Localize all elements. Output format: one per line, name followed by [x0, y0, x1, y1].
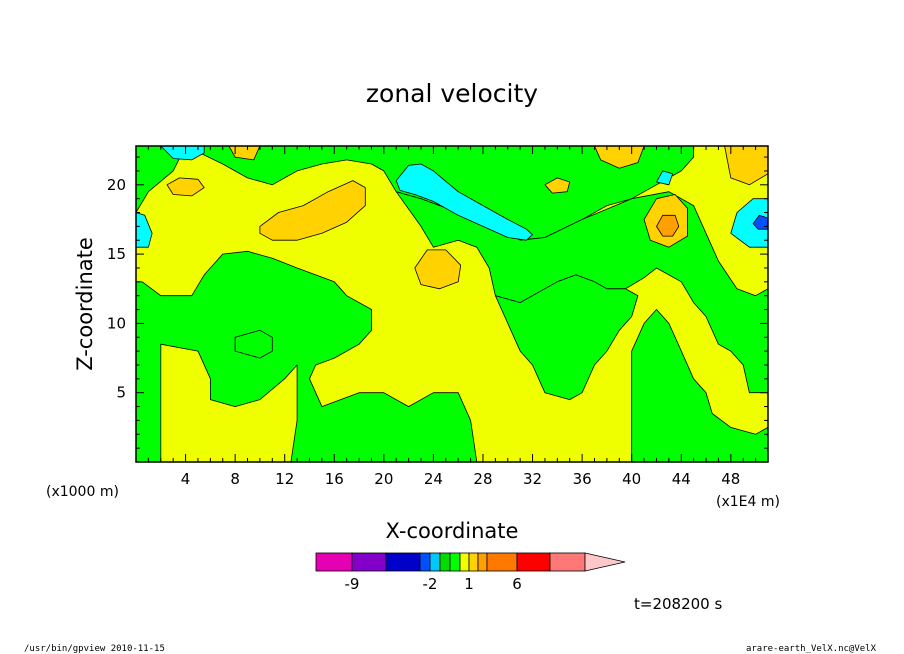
- contour-region-cyan: [395, 163, 533, 241]
- contour-region-cyan: [730, 198, 768, 248]
- x-axis: 4 8 12 16 20 24 28 32 36 40 44 48: [147, 146, 757, 488]
- x-tick-label: 4: [181, 470, 191, 488]
- plot-frame: [135, 145, 769, 463]
- x-tick-label: 24: [424, 470, 443, 488]
- x-tick-label: 20: [374, 470, 393, 488]
- contour-region-green: [494, 274, 639, 401]
- y-axis-label: Z-coordinate: [73, 237, 97, 371]
- y-tick-label: 15: [107, 245, 126, 263]
- contour-region-blue: [752, 214, 768, 230]
- colorbar-swatch: [419, 552, 431, 572]
- contour-regions: [136, 146, 768, 462]
- colorbar-swatch: [439, 552, 451, 572]
- colorbar-swatch: [459, 552, 470, 572]
- x-tick-label: 32: [523, 470, 542, 488]
- y-tick-label: 5: [116, 384, 126, 402]
- contour-region-orange: [724, 146, 768, 186]
- x-tick-label: 48: [721, 470, 740, 488]
- y-axis: 5 10 15 20: [107, 156, 768, 449]
- chart-title: zonal velocity: [366, 79, 538, 108]
- colorbar-label: -2: [423, 575, 438, 593]
- contour-region-dark-orange: [656, 214, 680, 237]
- x-unit-label: (x1E4 m): [716, 494, 780, 510]
- x-tick-label: 40: [622, 470, 641, 488]
- footer-left: /usr/bin/gpview 2010-11-15: [24, 644, 165, 654]
- colorbar-swatch: [468, 552, 479, 572]
- colorbar-swatch: [516, 552, 551, 572]
- x-tick-label: 28: [473, 470, 492, 488]
- contour-region-green: [631, 309, 768, 462]
- colorbar-swatch: [549, 552, 586, 572]
- colorbar-label: -9: [345, 575, 360, 593]
- colorbar-swatch: [351, 552, 387, 572]
- y-unit-label: (x1000 m): [46, 484, 119, 500]
- colorbar-label: 1: [464, 575, 474, 593]
- contour-region-orange: [166, 177, 205, 197]
- y-tick-label: 20: [107, 176, 126, 194]
- contour-region-cyan: [136, 212, 153, 248]
- contour-region-orange: [544, 177, 571, 194]
- x-tick-label: 44: [672, 470, 691, 488]
- colorbar-swatch: [486, 552, 518, 572]
- colorbar-swatch: [429, 552, 441, 572]
- colorbar-swatch: [385, 552, 421, 572]
- contour-region-cyan: [160, 146, 205, 161]
- footer-right: arare-earth_VelX.nc@VelX: [746, 644, 877, 654]
- colorbar-swatch: [315, 552, 353, 572]
- colorbar-swatch: [477, 552, 488, 572]
- x-tick-label: 16: [325, 470, 344, 488]
- colorbar-arrow: [584, 552, 626, 572]
- x-tick-label: 12: [275, 470, 294, 488]
- contour-region-orange: [259, 180, 366, 241]
- x-axis-label: X-coordinate: [386, 519, 519, 543]
- time-label: t=208200 s: [634, 595, 722, 613]
- contour-region-green: [136, 146, 478, 462]
- x-tick-label: 8: [230, 470, 240, 488]
- contour-region-orange: [228, 146, 261, 161]
- contour-region-green: [234, 329, 273, 359]
- colorbar-swatch: [449, 552, 461, 572]
- y-tick-label: 10: [107, 314, 126, 332]
- colorbar-label: 6: [512, 575, 522, 593]
- contour-region-cyan: [656, 170, 673, 186]
- x-tick-label: 36: [573, 470, 592, 488]
- colorbar: -9 -2 1 6: [315, 552, 626, 593]
- contour-region-orange: [414, 249, 462, 290]
